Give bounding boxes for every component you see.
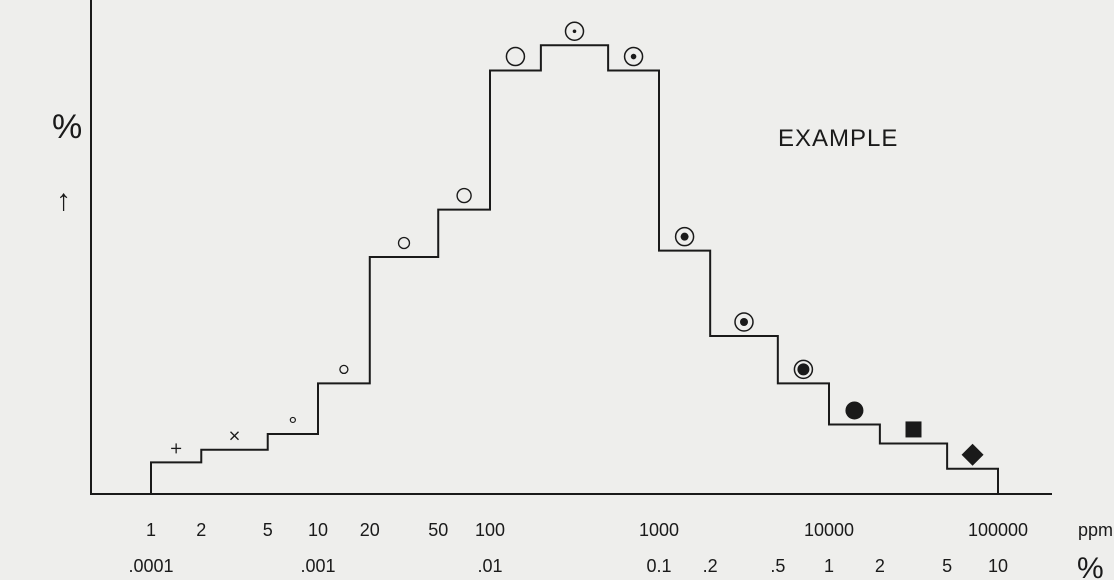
tick-ppm-1: 2 [196,520,206,540]
marker-filled-square-13 [905,421,922,438]
tick-ppm-4: 20 [360,520,380,540]
x-unit-ppm: ppm [1078,520,1113,540]
tick-percent-6: 1 [824,556,834,576]
step-line [150,44,999,494]
tick-percent-2: .01 [477,556,502,576]
tick-ppm-5: 50 [428,520,448,540]
x-ticks-ppm: 1 2 5 10 20 50 100 1000 10000 100000 [146,520,1028,540]
tick-percent-8: 5 [942,556,952,576]
tick-ppm-6: 100 [475,520,505,540]
marker-ringed-dot-9 [674,226,695,247]
marker-large-circle-6 [505,46,526,67]
tick-percent-5: .5 [770,556,785,576]
tick-percent-9: 10 [988,556,1008,576]
tick-ppm-7: 1000 [639,520,679,540]
tick-ppm-2: 5 [263,520,273,540]
marker-plus-0 [171,443,182,454]
tick-ppm-9: 100000 [968,520,1028,540]
marker-dotted-circle-bold-8 [623,46,644,67]
marker-filled-diamond-14 [961,443,984,466]
tick-ppm-8: 10000 [804,520,854,540]
x-unit-percent: % [1077,552,1104,580]
tick-percent-7: 2 [875,556,885,576]
marker-filled-circle-12 [845,401,864,420]
tick-percent-4: .2 [703,556,718,576]
marker-circle-5 [456,187,472,204]
marker-small-circle-3 [339,364,349,375]
x-ticks-percent: .0001 .001 .01 0.1 .2 .5 1 2 5 10 [128,556,1008,576]
annotation-example: EXAMPLE [778,125,898,152]
tick-ppm-3: 10 [308,520,328,540]
marker-dotted-circle-7 [564,21,585,42]
tick-percent-0: .0001 [128,556,173,576]
tick-percent-3: 0.1 [646,556,671,576]
y-axis-label: % [52,108,82,146]
tick-percent-1: .001 [300,556,335,576]
marker-tiny-circle-2 [289,416,296,424]
marker-ringed-dot-10 [734,312,754,332]
step-markers [171,21,984,466]
y-axis-arrow-icon: ↑ [56,184,71,217]
axes [90,0,1052,495]
marker-medium-circle-4 [397,236,411,250]
marker-cross-1 [230,431,239,441]
marker-ringed-filled-11 [793,359,814,380]
tick-ppm-0: 1 [146,520,156,540]
